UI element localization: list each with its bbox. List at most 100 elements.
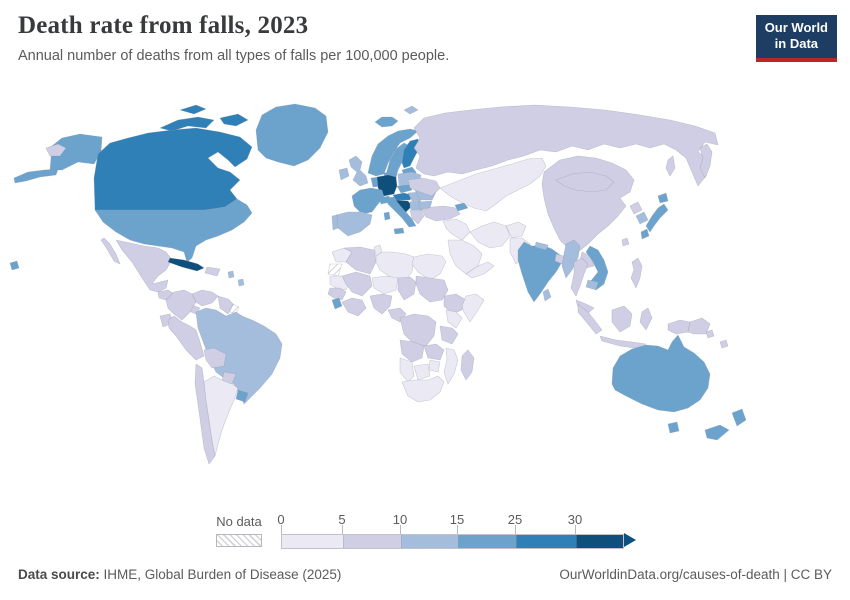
country-chad[interactable] xyxy=(397,276,417,301)
country-south-africa[interactable] xyxy=(401,375,445,403)
country-tanzania[interactable] xyxy=(439,325,459,345)
country-western-sahara[interactable] xyxy=(327,263,343,277)
country-ukraine[interactable] xyxy=(407,177,441,197)
country-cambodia[interactable] xyxy=(585,279,599,291)
country-mexico[interactable] xyxy=(115,239,173,293)
footer-link[interactable]: OurWorldinData.org/causes-of-death | CC … xyxy=(559,567,832,582)
country-tasmania[interactable] xyxy=(667,421,680,434)
country-egypt[interactable] xyxy=(411,253,447,281)
country-uruguay[interactable] xyxy=(235,389,249,403)
country-turkey[interactable] xyxy=(420,205,461,222)
country-usa[interactable] xyxy=(94,198,253,263)
country-svalbard[interactable] xyxy=(403,105,419,115)
country-brazil[interactable] xyxy=(195,307,283,405)
country-canada-arctic2[interactable] xyxy=(219,113,249,127)
country-uk[interactable] xyxy=(348,155,369,187)
country-algeria[interactable] xyxy=(343,246,377,275)
country-mongolia[interactable] xyxy=(555,171,615,193)
country-sakhalin[interactable] xyxy=(665,155,676,177)
legend-bin-10-15[interactable] xyxy=(401,535,458,548)
country-botswana[interactable] xyxy=(413,363,431,381)
country-aleutians[interactable] xyxy=(13,168,59,184)
legend-bin-30+[interactable] xyxy=(576,535,623,548)
country-nz-south-island[interactable] xyxy=(704,424,730,441)
country-libya[interactable] xyxy=(375,251,415,283)
country-sicily[interactable] xyxy=(393,227,405,235)
country-sierra-leone[interactable] xyxy=(331,297,343,310)
country-madagascar[interactable] xyxy=(460,349,475,381)
country-namibia[interactable] xyxy=(399,357,415,383)
country-west-papua[interactable] xyxy=(667,319,691,335)
country-colombia[interactable] xyxy=(165,289,197,321)
country-sumatra[interactable] xyxy=(577,303,603,335)
country-japan-hokkaido[interactable] xyxy=(657,192,669,204)
country-alaska[interactable] xyxy=(49,133,103,171)
country-malaysia[interactable] xyxy=(575,299,595,314)
country-central-asia[interactable] xyxy=(439,157,547,212)
country-iran[interactable] xyxy=(469,221,511,249)
country-philippines[interactable] xyxy=(630,257,643,289)
no-data-swatch[interactable] xyxy=(216,534,262,547)
country-afghanistan[interactable] xyxy=(505,221,527,239)
country-south-korea[interactable] xyxy=(635,211,649,225)
country-greece[interactable] xyxy=(409,209,425,225)
legend-bin-0-5[interactable] xyxy=(282,535,343,548)
country-thailand[interactable] xyxy=(570,257,589,297)
country-greenland[interactable] xyxy=(255,103,329,167)
country-sulawesi[interactable] xyxy=(639,307,653,331)
country-china[interactable] xyxy=(541,155,635,253)
country-italy[interactable] xyxy=(385,196,417,228)
country-canada-arctic3[interactable] xyxy=(179,104,207,115)
country-papua-new-guinea[interactable] xyxy=(687,317,711,335)
country-nz-north-island[interactable] xyxy=(731,408,747,427)
country-chukotka-fragment[interactable] xyxy=(45,143,67,157)
country-bolivia[interactable] xyxy=(203,347,227,369)
country-solomons1[interactable] xyxy=(705,329,715,339)
country-yemen-oman[interactable] xyxy=(465,261,495,279)
country-hawaii[interactable] xyxy=(9,260,20,271)
country-somalia[interactable] xyxy=(461,293,485,323)
country-nigeria[interactable] xyxy=(369,293,393,315)
country-guyanas[interactable] xyxy=(217,295,234,315)
country-portugal[interactable] xyxy=(331,214,339,231)
country-antilles1[interactable] xyxy=(227,270,235,279)
country-venezuela[interactable] xyxy=(191,289,219,307)
country-solomons2[interactable] xyxy=(719,339,729,349)
country-bangladesh[interactable] xyxy=(554,253,565,265)
country-kenya-uganda[interactable] xyxy=(445,309,463,329)
country-zimbabwe[interactable] xyxy=(428,359,441,373)
country-dr-congo[interactable] xyxy=(399,313,437,347)
legend-bin-5-10[interactable] xyxy=(343,535,401,548)
country-france[interactable] xyxy=(351,187,385,215)
country-russia[interactable] xyxy=(413,104,719,187)
country-mozambique[interactable] xyxy=(443,347,459,385)
country-myanmar[interactable] xyxy=(561,239,581,279)
country-peru[interactable] xyxy=(167,315,205,361)
owid-logo[interactable]: Our World in Data xyxy=(755,15,837,62)
country-taiwan[interactable] xyxy=(621,237,630,247)
country-iceland[interactable] xyxy=(374,116,399,128)
country-borneo[interactable] xyxy=(611,305,633,333)
country-sri-lanka[interactable] xyxy=(542,288,552,302)
country-sudan[interactable] xyxy=(415,275,449,303)
country-senegal-guinea[interactable] xyxy=(327,287,347,301)
country-norway[interactable] xyxy=(367,128,419,177)
country-hispaniola[interactable] xyxy=(204,266,221,277)
country-niger[interactable] xyxy=(371,275,399,295)
country-angola[interactable] xyxy=(399,339,425,363)
country-japan-honshu[interactable] xyxy=(645,203,669,233)
country-baja[interactable] xyxy=(100,237,121,265)
country-caucasus[interactable] xyxy=(454,202,469,212)
legend-bin-15-25[interactable] xyxy=(458,535,516,548)
country-nepal[interactable] xyxy=(534,241,549,251)
country-canada-arctic1[interactable] xyxy=(159,116,215,132)
country-india[interactable] xyxy=(517,241,563,303)
country-australia[interactable] xyxy=(611,334,711,413)
country-ghana-ivory-coast[interactable] xyxy=(341,297,367,317)
country-cuba[interactable] xyxy=(167,257,205,272)
country-canada[interactable] xyxy=(93,127,253,211)
country-ethiopia[interactable] xyxy=(443,293,467,315)
country-north-korea[interactable] xyxy=(629,201,643,215)
country-argentina[interactable] xyxy=(203,375,239,457)
country-mali[interactable] xyxy=(341,271,373,297)
